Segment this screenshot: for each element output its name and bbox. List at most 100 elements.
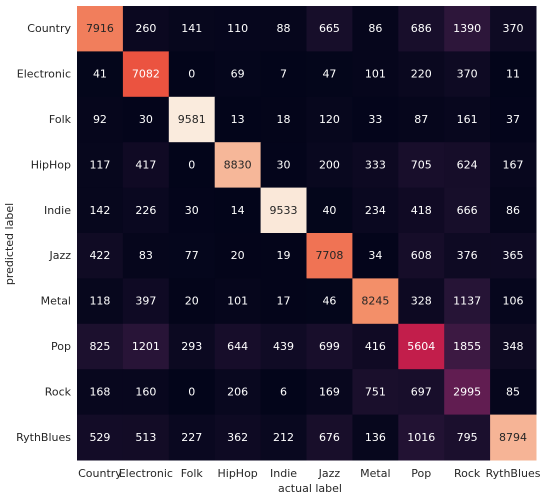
heatmap-cell-value: 20 [231,249,245,262]
heatmap-cell-value: 362 [227,431,248,444]
heatmap-cell [490,233,537,279]
heatmap-cell [168,278,216,325]
heatmap-cell-value: 422 [89,249,110,262]
heatmap-cell-value: 6 [280,385,287,398]
heatmap-cell [398,142,445,189]
heatmap-cell-value: 0 [188,68,195,81]
heatmap-cell [122,414,170,461]
heatmap-cell [398,6,445,52]
heatmap-cell [398,187,445,234]
heatmap-cell-value: 83 [139,249,153,262]
heatmap-cell-value: 2995 [453,385,481,398]
heatmap-cell [398,51,445,98]
heatmap-cell [122,233,170,279]
heatmap-cell [490,96,537,143]
heatmap-cell [214,278,262,325]
heatmap-cell-value: 30 [277,158,291,171]
heatmap-cell [260,414,307,461]
heatmap-cell [398,369,445,416]
x-tick-label: Folk [181,467,204,480]
heatmap-cell-value: 9533 [270,204,298,217]
heatmap-cell-value: 92 [93,113,107,126]
heatmap-cell [444,51,491,98]
heatmap-cell-value: 825 [89,340,110,353]
heatmap-cell [77,414,124,461]
heatmap-cell-value: 106 [503,295,524,308]
y-tick-label: Country [27,22,71,35]
heatmap-cell [398,278,445,325]
x-tick-label: Country [78,467,122,480]
x-tick-label: RythBlues [486,467,541,480]
heatmap-cell [122,278,170,325]
heatmap-cell [352,142,399,189]
heatmap-cell-value: 117 [89,158,110,171]
heatmap-cell-value: 376 [457,249,478,262]
x-tick-label: Pop [411,467,431,480]
heatmap-cell-value: 226 [135,204,156,217]
heatmap-cell-value: 795 [457,431,478,444]
heatmap-cell-value: 160 [135,385,156,398]
heatmap-cell [306,96,353,143]
heatmap-cell [352,323,399,370]
heatmap-cell-value: 20 [185,295,199,308]
heatmap-cell [214,96,262,143]
heatmap-cell-value: 666 [457,204,478,217]
heatmap-cell-value: 86 [368,22,382,35]
heatmap-cell [306,142,353,189]
y-tick-label: Pop [51,340,71,353]
heatmap-cell-value: 417 [135,158,156,171]
heatmap-cell [490,414,537,461]
heatmap-cell [352,278,399,325]
heatmap-cell-value: 7916 [86,22,114,35]
x-axis-label: actual label [278,482,342,495]
heatmap-cell [306,6,353,52]
heatmap-cell-value: 699 [319,340,340,353]
heatmap-cell [260,187,307,234]
heatmap-cell [490,51,537,98]
heatmap-cell [77,187,124,234]
y-axis-label: predicted label [3,203,16,285]
heatmap-cell [168,6,216,52]
heatmap-cell [306,187,353,234]
heatmap-cell-value: 30 [139,113,153,126]
heatmap-cell-value: 529 [89,431,110,444]
heatmap-cell-value: 7082 [132,68,160,81]
heatmap-cell [214,323,262,370]
heatmap-cell [444,414,491,461]
heatmap-cell-value: 206 [227,385,248,398]
heatmap-cell-value: 8794 [499,431,527,444]
y-tick-label: Folk [49,113,72,126]
y-tick-label: HipHop [31,158,71,171]
heatmap-cell-value: 41 [93,68,107,81]
heatmap-cell-value: 46 [322,295,336,308]
heatmap-cell-value: 169 [319,385,340,398]
heatmap-cell [77,323,124,370]
heatmap-cell-value: 8830 [224,158,252,171]
heatmap-cell-value: 439 [273,340,294,353]
heatmap-cell-value: 333 [365,158,386,171]
heatmap-cell [260,51,307,98]
heatmap-cell [168,323,216,370]
heatmap-cell [122,96,170,143]
heatmap-cell [352,96,399,143]
heatmap-cell-value: 40 [322,204,336,217]
heatmap-cell [490,187,537,234]
heatmap-cell-value: 227 [181,431,202,444]
heatmap-cell-value: 13 [231,113,245,126]
heatmap-cell-value: 18 [277,113,291,126]
heatmap-cell [444,96,491,143]
heatmap-cell-value: 220 [411,68,432,81]
heatmap-cell [306,278,353,325]
heatmap-cell-value: 11 [506,68,520,81]
heatmap-cell-value: 19 [277,249,291,262]
heatmap-cell-value: 101 [227,295,248,308]
heatmap-cell [306,369,353,416]
y-tick-label: Indie [44,204,71,217]
heatmap-cell [444,323,491,370]
heatmap-cell [306,233,353,279]
heatmap-cell [122,323,170,370]
heatmap-cell-value: 7 [280,68,287,81]
heatmap-cell [260,96,307,143]
heatmap-cell [398,414,445,461]
